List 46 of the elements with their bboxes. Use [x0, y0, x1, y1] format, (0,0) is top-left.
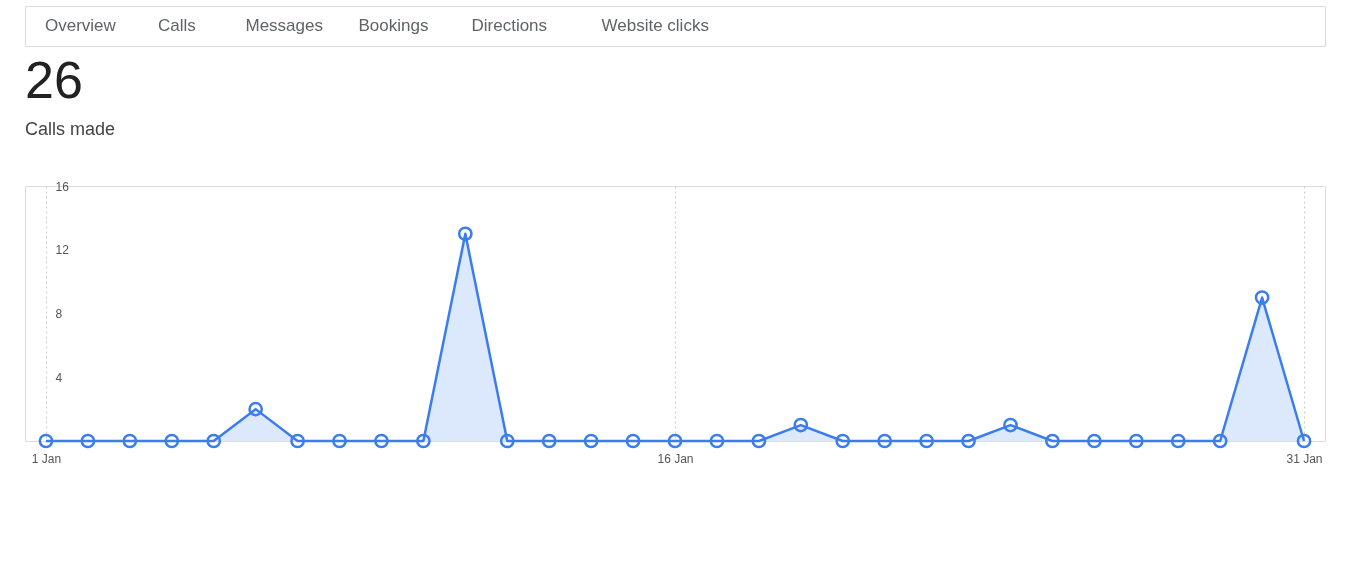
- y-tick-label: 4: [55, 370, 63, 385]
- point: [541, 433, 557, 449]
- chart-title: 26: [25, 51, 83, 109]
- point: [961, 433, 976, 449]
- point: [1003, 417, 1018, 433]
- point: [877, 433, 893, 449]
- x-tick-label: 16 Jan: [657, 451, 694, 466]
- point: [751, 433, 767, 449]
- point: [80, 433, 96, 449]
- point: [206, 433, 222, 449]
- point: [1296, 433, 1312, 449]
- point: [583, 433, 599, 449]
- point: [248, 401, 264, 417]
- text: Bookings: [358, 16, 429, 35]
- text: Directions: [471, 16, 548, 35]
- y-tick-label: 12: [55, 243, 70, 258]
- point: [374, 433, 389, 449]
- point: [1128, 433, 1144, 449]
- text: Messages: [245, 16, 323, 35]
- text: Overview: [45, 16, 117, 35]
- x-tick-label: 1 Jan: [31, 451, 62, 466]
- point: [332, 433, 347, 449]
- point: [499, 433, 515, 449]
- point: [1045, 433, 1060, 449]
- point: [38, 433, 54, 449]
- point: [457, 226, 473, 242]
- point: [416, 433, 431, 449]
- point: [667, 433, 683, 449]
- x-tick-label: 31 Jan: [1286, 451, 1323, 466]
- point: [1086, 433, 1102, 449]
- point: [835, 433, 851, 449]
- chart-subtitle: Calls made: [25, 119, 116, 139]
- point: [122, 433, 138, 449]
- y-tick-label: 8: [55, 307, 63, 321]
- text: Calls: [158, 16, 196, 35]
- point: [709, 433, 725, 449]
- point: [793, 417, 809, 433]
- point: [625, 433, 641, 449]
- point: [1170, 433, 1186, 449]
- y-tick-label: 16: [55, 179, 70, 194]
- text: Website clicks: [601, 16, 709, 35]
- point: [290, 433, 305, 449]
- point: [1254, 290, 1270, 305]
- point: [919, 433, 934, 449]
- point: [1212, 433, 1228, 449]
- point: [164, 433, 180, 449]
